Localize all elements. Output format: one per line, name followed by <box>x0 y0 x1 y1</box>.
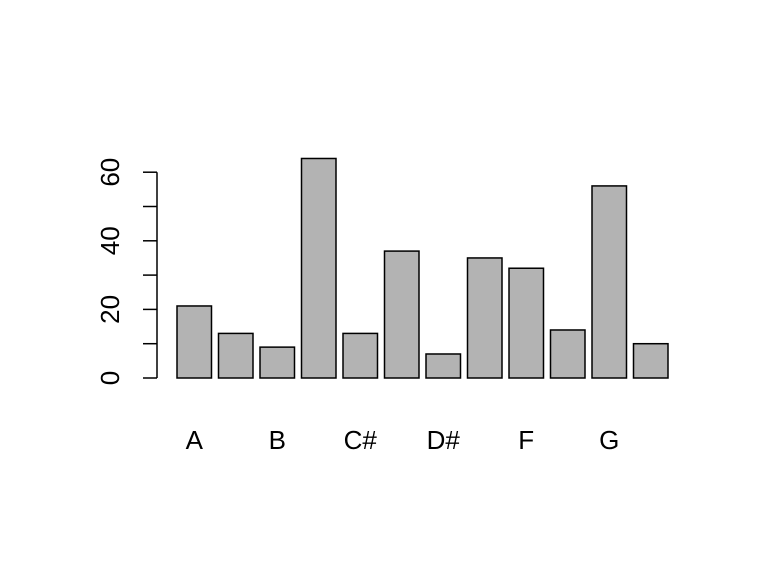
bar-D# <box>425 353 462 379</box>
bar-E <box>466 257 503 379</box>
bar-A <box>176 305 213 379</box>
bar-F# <box>549 329 586 379</box>
bar-A# <box>217 332 254 379</box>
y-tick-label-40: 40 <box>95 226 125 255</box>
bar-G# <box>632 342 669 379</box>
x-axis-labels: A B C# D# F G <box>186 425 620 455</box>
bar-C# <box>342 332 379 379</box>
y-tick-label-20: 20 <box>95 295 125 324</box>
bar-D <box>383 250 420 379</box>
bar-F <box>508 267 545 379</box>
y-axis: 0 20 40 60 <box>95 158 158 385</box>
y-tick-label-60: 60 <box>95 158 125 187</box>
x-tick-label-D#: D# <box>427 425 461 455</box>
x-tick-label-B: B <box>269 425 286 455</box>
bar-G <box>591 185 628 379</box>
x-tick-label-G: G <box>599 425 619 455</box>
x-tick-label-C#: C# <box>344 425 378 455</box>
y-tick-label-0: 0 <box>95 371 125 385</box>
bar-B <box>259 346 296 379</box>
x-tick-label-A: A <box>186 425 204 455</box>
bar-C <box>300 157 337 379</box>
bars-group <box>176 157 669 379</box>
x-tick-label-F: F <box>518 425 534 455</box>
